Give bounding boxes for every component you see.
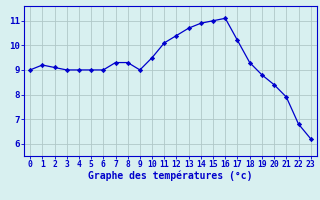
X-axis label: Graphe des températures (°c): Graphe des températures (°c) [88, 171, 253, 181]
